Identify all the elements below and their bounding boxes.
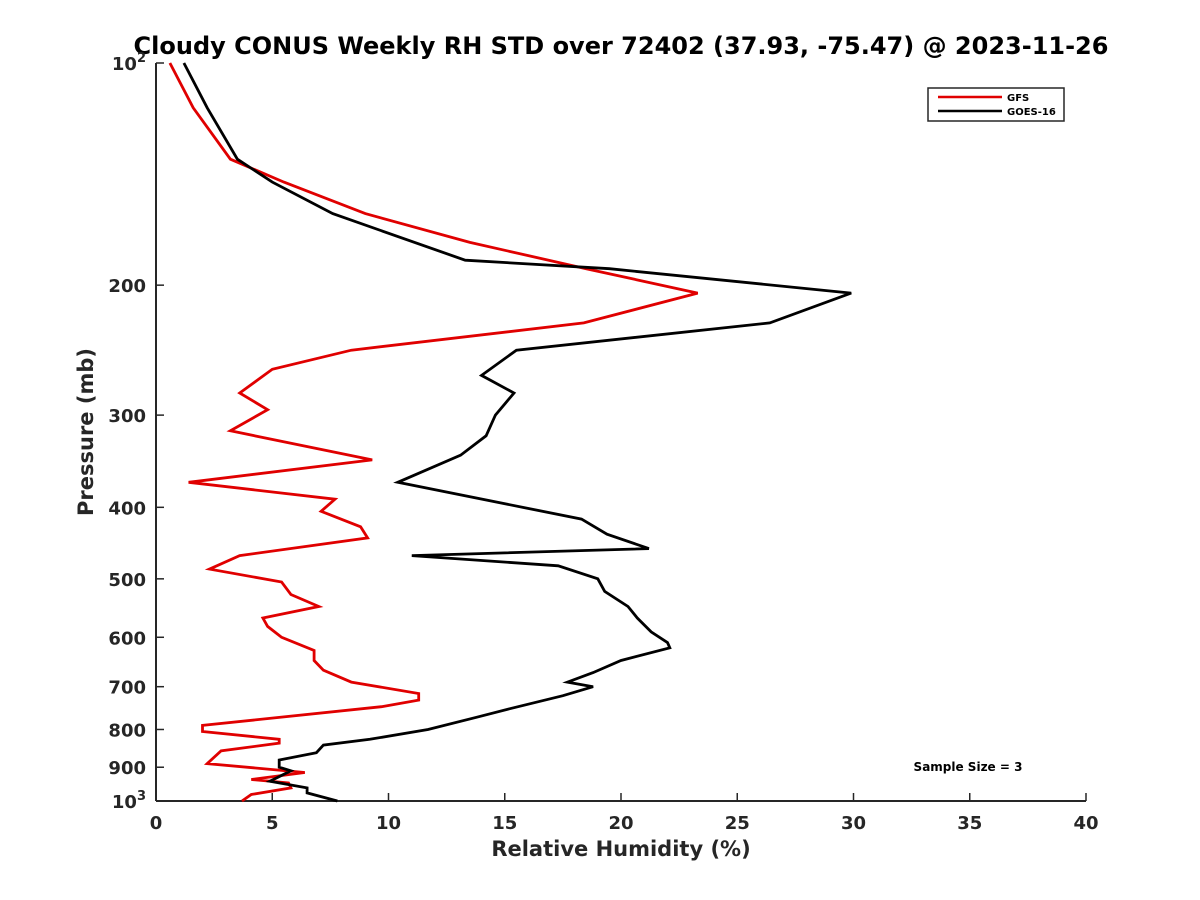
x-tick-label: 0 — [150, 813, 163, 834]
series-line-goes16 — [182, 62, 852, 803]
y-tick-label: 200 — [108, 276, 146, 297]
x-tick-label: 15 — [492, 813, 517, 834]
legend-label-goes16: GOES-16 — [1007, 107, 1056, 118]
y-axis-ticks: 102 200 300 400 500 600 700 800 900 103 — [108, 51, 164, 813]
x-tick-label: 10 — [376, 813, 401, 834]
y-tick-label: 700 — [108, 678, 146, 699]
x-tick-label: 30 — [841, 813, 866, 834]
legend-label-gfs: GFS — [1007, 93, 1029, 104]
x-tick-label: 35 — [957, 813, 982, 834]
y-tick-label: 300 — [108, 406, 146, 427]
x-tick-label: 5 — [266, 813, 279, 834]
y-tick-label: 800 — [108, 720, 146, 741]
x-tick-label: 20 — [608, 813, 633, 834]
y-tick-label: 500 — [108, 570, 146, 591]
y-axis-label: Pressure (mb) — [74, 348, 98, 516]
series-lines — [168, 62, 852, 803]
y-tick-label: 102 — [112, 51, 146, 75]
sample-size-annotation: Sample Size = 3 — [914, 760, 1023, 774]
x-axis-label: Relative Humidity (%) — [491, 837, 750, 861]
y-tick-label: 103 — [112, 789, 146, 813]
series-line-gfs — [168, 62, 699, 803]
chart-title: Cloudy CONUS Weekly RH STD over 72402 (3… — [134, 32, 1109, 60]
x-tick-label: 25 — [725, 813, 750, 834]
y-tick-label: 400 — [108, 498, 146, 519]
x-axis-ticks: 0 5 10 15 20 25 30 35 40 — [150, 793, 1099, 834]
plot-area — [155, 63, 1086, 802]
legend: GFS GOES-16 — [927, 87, 1065, 122]
legend-box — [927, 87, 1065, 122]
y-tick-label: 600 — [108, 628, 146, 649]
y-tick-label: 900 — [108, 758, 146, 779]
x-tick-label: 40 — [1073, 813, 1098, 834]
